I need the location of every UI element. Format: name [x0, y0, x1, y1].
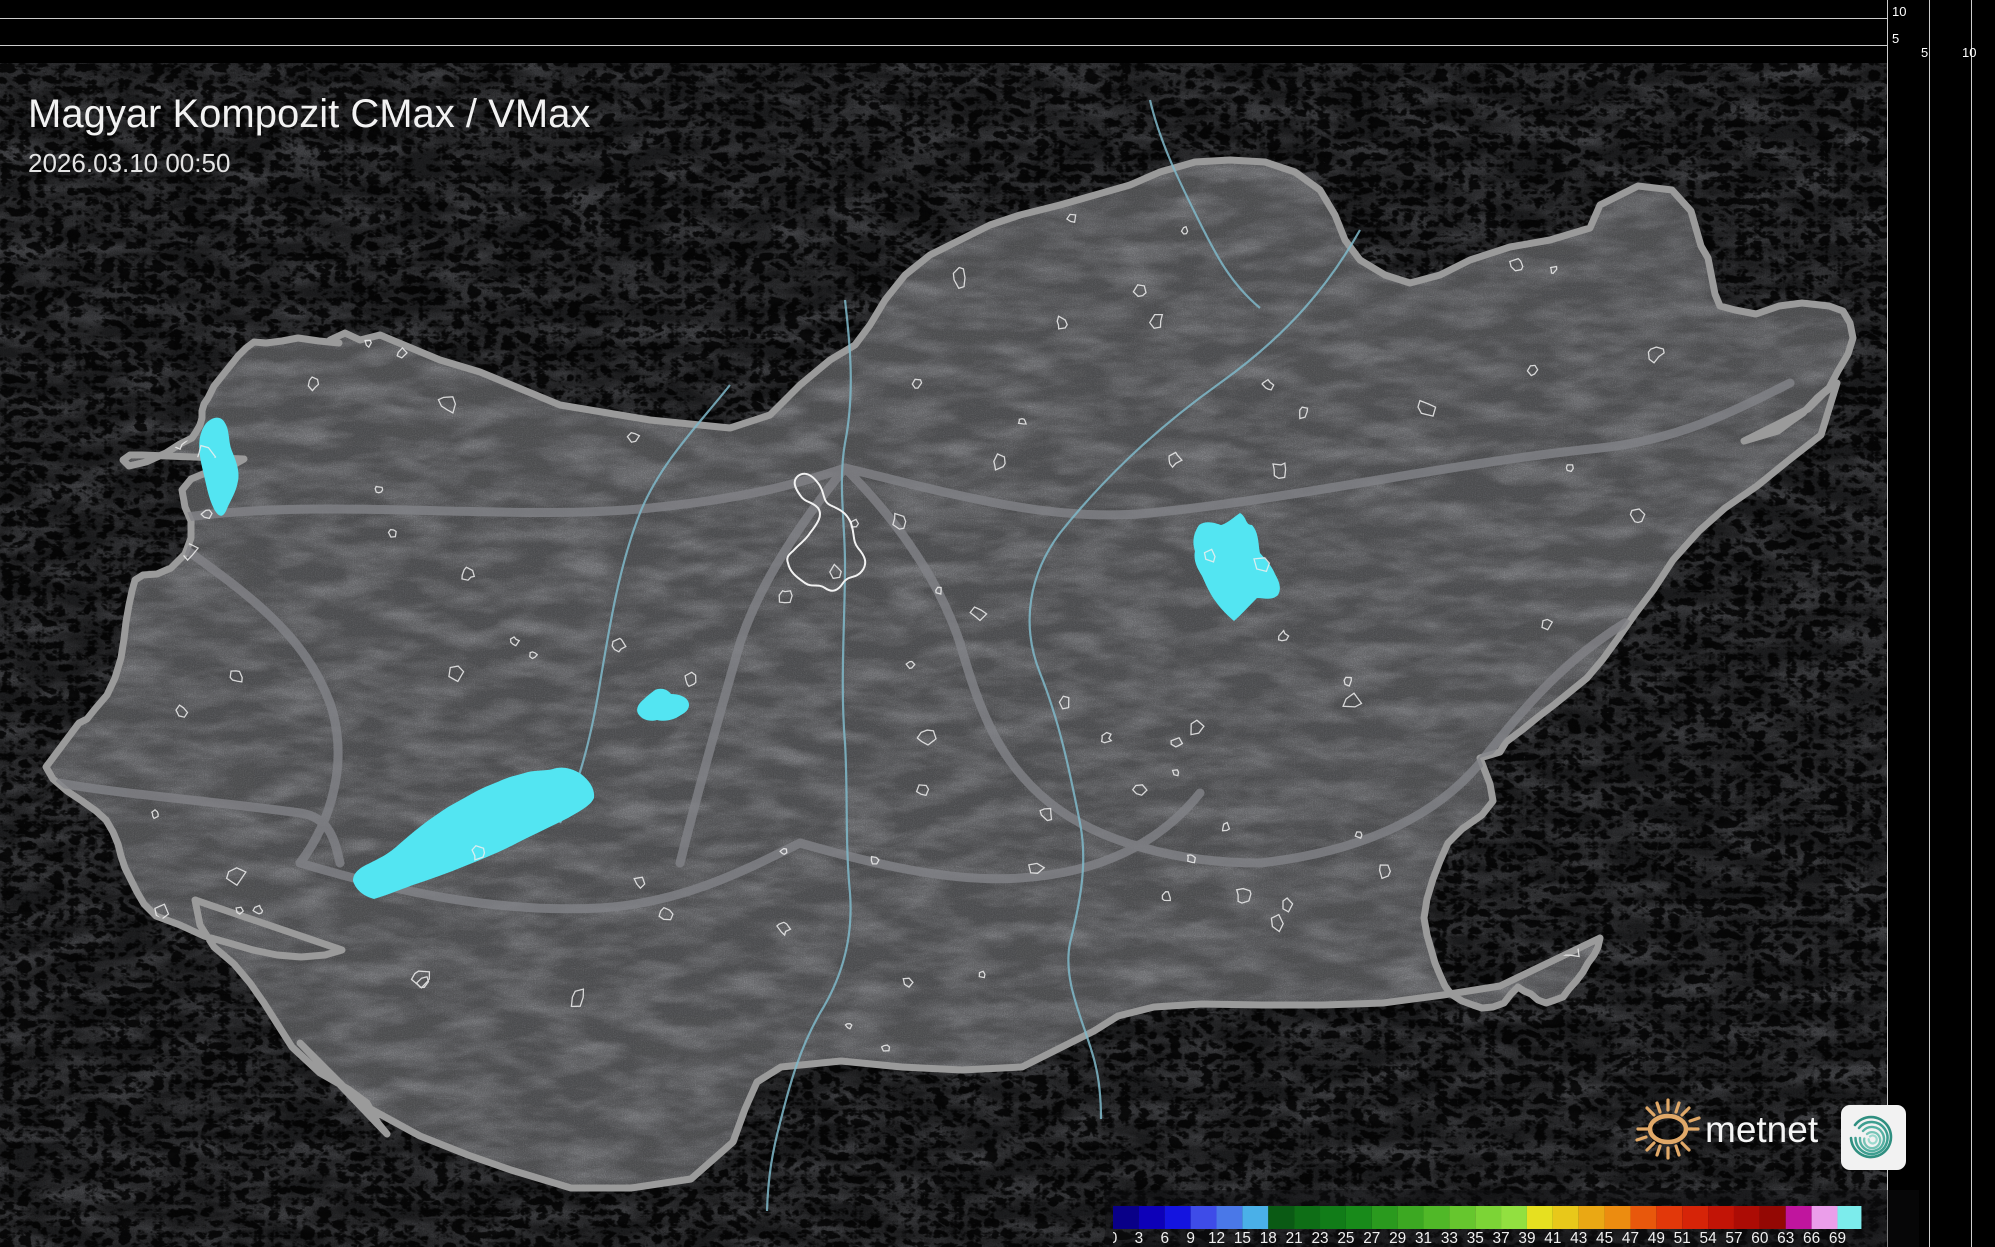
svg-text:54: 54 [1700, 1230, 1717, 1245]
svg-text:39: 39 [1518, 1230, 1535, 1245]
svg-text:69: 69 [1829, 1230, 1846, 1245]
svg-text:31: 31 [1415, 1230, 1432, 1245]
svg-text:35: 35 [1467, 1230, 1484, 1245]
svg-text:37: 37 [1493, 1230, 1510, 1245]
svg-text:33: 33 [1441, 1230, 1458, 1245]
svg-text:29: 29 [1389, 1230, 1406, 1245]
svg-text:18: 18 [1260, 1230, 1277, 1245]
svg-text:25: 25 [1337, 1230, 1354, 1245]
svg-text:45: 45 [1596, 1230, 1613, 1245]
svg-text:23: 23 [1311, 1230, 1328, 1245]
svg-text:60: 60 [1751, 1230, 1768, 1245]
svg-text:66: 66 [1803, 1230, 1820, 1245]
svg-text:6: 6 [1160, 1230, 1169, 1245]
svg-text:9: 9 [1186, 1230, 1195, 1245]
svg-text:21: 21 [1286, 1230, 1303, 1245]
svg-text:12: 12 [1208, 1230, 1225, 1245]
svg-text:27: 27 [1363, 1230, 1380, 1245]
svg-text:3: 3 [1135, 1230, 1144, 1245]
svg-text:15: 15 [1234, 1230, 1251, 1245]
svg-text:43: 43 [1570, 1230, 1587, 1245]
svg-text:47: 47 [1622, 1230, 1639, 1245]
svg-text:metnet: metnet [1705, 1109, 1819, 1150]
svg-text:0: 0 [1113, 1230, 1118, 1245]
svg-text:41: 41 [1544, 1230, 1561, 1245]
svg-text:57: 57 [1725, 1230, 1742, 1245]
svg-text:49: 49 [1648, 1230, 1665, 1245]
svg-text:63: 63 [1777, 1230, 1794, 1245]
svg-text:51: 51 [1674, 1230, 1691, 1245]
